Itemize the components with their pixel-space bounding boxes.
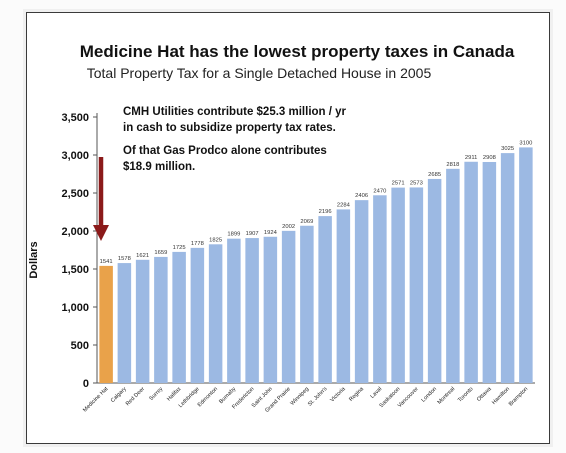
bar [227,238,241,383]
data-labels: 1541 1578 1621 1659 1725 1778 1825 1899 1907 1924… [100,140,533,264]
data-label: 2685 [428,172,441,178]
y-tick-label: 2,500 [61,188,89,200]
x-tick-label: London [421,386,438,403]
bar [373,195,387,383]
down-arrow-icon [93,157,109,241]
data-label: 1924 [264,230,278,236]
annotation-line-4: $18.9 million. [123,161,195,173]
bar [446,168,460,383]
x-tick-label: Medicine Hat [82,386,110,414]
data-label: 1899 [227,232,240,238]
data-label: 1659 [154,250,167,256]
chart-frame: Medicine Hat has the lowest property tax… [26,12,550,444]
bar [245,238,259,383]
data-label: 3025 [501,146,514,152]
bar [281,230,296,383]
data-label: 1725 [173,245,186,251]
data-label: 2571 [392,181,405,187]
x-tick-label: Halifax [166,386,182,402]
y-tick-label: 1,000 [61,302,89,314]
bar [336,209,351,383]
bar [427,178,442,383]
x-tick-label: Red Deer [125,386,146,407]
bar [482,161,497,383]
bar [318,216,332,383]
bar [135,259,150,383]
x-tick-label: Brampton [508,386,529,407]
annotation-line-3: Of that Gas Prodco alone contributes [123,145,327,157]
y-tick-label: 500 [71,340,89,352]
bar-chart: Medicine Hat has the lowest property tax… [28,42,535,414]
bar [154,256,168,383]
data-label: 3100 [519,140,532,146]
y-tick-label: 1,500 [61,264,89,276]
x-tick-label: Montreal [437,386,457,406]
data-label: 1578 [118,256,131,262]
data-label: 2911 [465,155,477,161]
x-tick-label: Victoria [329,386,347,404]
bar [172,251,186,383]
data-label: 1907 [246,231,259,237]
x-tick-label: Ottawa [476,386,493,403]
x-tick-label: Laval [370,386,384,400]
bar [117,263,132,383]
bar [190,247,205,383]
x-tick-label: St. John's [307,386,329,408]
data-label: 2069 [300,219,313,225]
x-tick-label: Edmonton [197,386,219,408]
bar [519,147,533,383]
data-label: 2406 [355,193,368,199]
data-label: 2002 [282,224,295,230]
x-tick-label: Toronto [457,386,474,403]
data-label: 2818 [446,162,459,168]
annotation-line-1: CMH Utilities contribute $25.3 million /… [123,106,347,118]
bar [500,153,515,383]
data-label: 2196 [319,209,332,215]
y-tick-label: 0 [83,378,89,390]
bar [354,200,369,383]
data-label: 1541 [100,259,113,265]
bar [300,225,314,383]
y-tick-label: 3,500 [61,112,89,124]
bar [391,187,405,383]
chart-subtitle: Total Property Tax for a Single Detached… [87,65,432,81]
data-label: 1621 [136,253,149,259]
bars [99,147,533,383]
bar [409,187,424,383]
data-label: 1778 [191,241,204,247]
data-label: 2284 [337,202,351,208]
bar [99,265,113,383]
bar [263,236,278,383]
axes: 0 500 1,000 1,500 2,000 2,500 3,000 3,500 [61,112,535,390]
data-label: 2470 [373,188,386,194]
x-tick-label: Calgary [110,386,128,404]
data-label: 1825 [209,237,222,243]
annotation-line-2: in cash to subsidize property tax rates. [123,122,336,134]
y-tick-label: 2,000 [61,226,89,238]
y-axis-label: Dollars [28,241,40,278]
x-tick-label: Regina [348,386,365,403]
bar [208,244,223,383]
data-label: 2908 [483,155,496,161]
y-tick-label: 3,000 [61,150,89,162]
data-label: 2573 [410,180,423,186]
x-tick-label: Surrey [148,386,164,402]
chart-title: Medicine Hat has the lowest property tax… [80,42,515,61]
bar [464,161,478,383]
